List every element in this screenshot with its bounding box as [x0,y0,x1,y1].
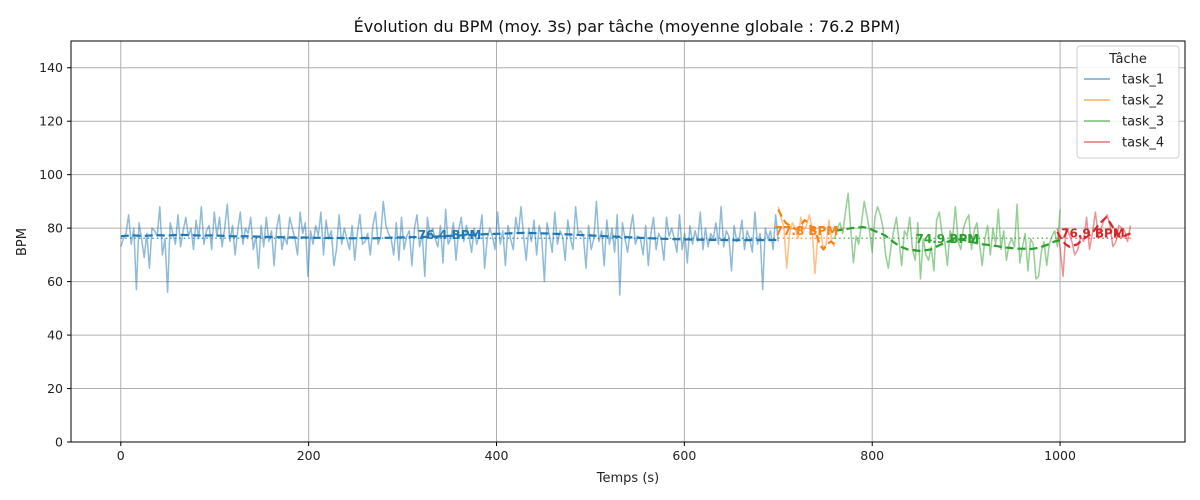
raw-series-line [833,192,1061,280]
mean-value-label: 76.9 BPM [1061,226,1125,240]
raw-series-line [120,200,780,296]
mean-labels: 76.4 BPM 77.8 BPM 74.9 BPM 76.9 BPM [418,224,1125,246]
legend-entry-label: task_3 [1122,115,1164,130]
y-tick-label: 80 [47,221,63,236]
y-tick-label: 20 [47,381,63,396]
x-tick-label: 1000 [1044,448,1076,463]
legend-entry-label: task_4 [1122,136,1164,151]
mean-value-label: 76.4 BPM [418,228,482,242]
legend-box [1076,45,1180,159]
y-tick-label: 40 [47,328,63,343]
x-tick-label: 800 [860,448,884,463]
rolling-series-line [1056,216,1131,248]
legend: Tâche task_1 task_2 task_3 task_4 [1076,45,1180,159]
y-tick-label: 0 [55,435,63,450]
x-tick-label: 400 [485,448,509,463]
rolling-series [120,208,1131,252]
x-tick-label: 0 [117,448,125,463]
rolling-series-line [120,231,779,242]
plot-frame [70,40,1186,443]
x-tick-label: 600 [672,448,696,463]
y-tick-label: 120 [39,114,63,129]
mean-value-label: 77.8 BPM [775,224,839,238]
x-axis-label: Temps (s) [596,471,659,486]
y-axis-label: BPM [15,228,30,256]
rolling-series-line [777,208,836,251]
legend-entry-label: task_2 [1122,94,1164,109]
raw-series-line [1056,211,1132,278]
x-tick-label: 200 [297,448,321,463]
y-tick-label: 60 [47,274,63,289]
chart-title: Évolution du BPM (moy. 3s) par tâche (mo… [354,17,901,36]
rolling-series-line [834,226,1061,252]
y-tick-label: 140 [39,60,63,75]
y-tick-label: 100 [39,167,63,182]
mean-value-label: 74.9 BPM [916,232,980,246]
raw-series-line [777,206,836,275]
grid [71,41,1185,443]
legend-entry-label: task_1 [1122,73,1164,88]
legend-title: Tâche [1108,52,1147,67]
raw-series [120,192,1132,296]
ticks: 0 200 400 600 800 1000 0 20 40 60 80 100 120 140 [39,60,1076,463]
